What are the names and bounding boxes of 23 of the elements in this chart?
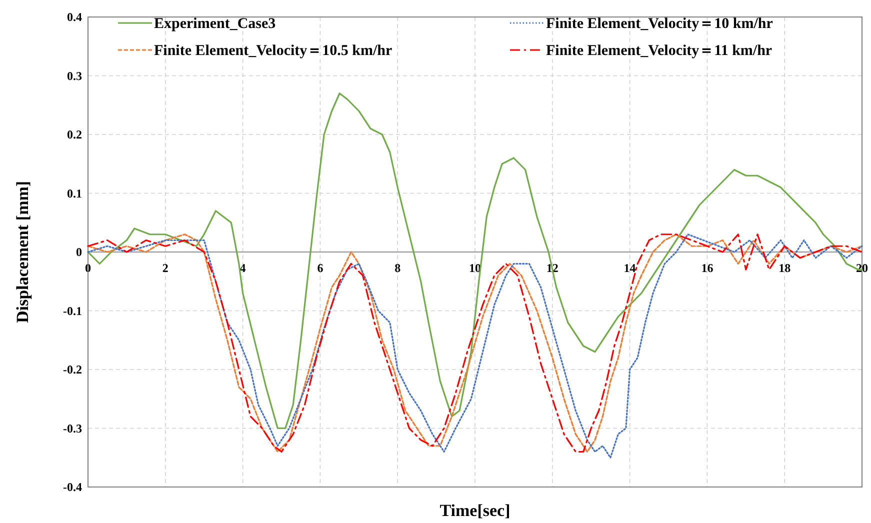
y-axis-title: Displacement [mm] [13,180,32,324]
x-tick-label: 6 [317,261,324,275]
x-tick-label: 14 [624,261,636,275]
legend-label: Finite Element_Velocity＝10.5 km/hr [154,43,393,59]
legend-label: Experiment_Case3 [154,16,276,32]
x-tick-label: 2 [162,261,168,275]
y-tick-label: -0.3 [63,421,82,436]
y-tick-label: 0 [76,245,82,259]
x-tick-label: 8 [394,261,401,275]
x-tick-label: 20 [856,261,868,275]
x-tick-label: 18 [778,261,791,275]
y-tick-label: -0.1 [63,304,82,318]
y-tick-label: 0.4 [67,10,82,24]
y-tick-label: 0.2 [67,128,82,142]
x-axis-title: Time[sec] [440,501,510,520]
legend-label: Finite Element_Velocity＝10 km/hr [546,16,774,32]
y-tick-label: -0.4 [63,480,82,494]
legend-label: Finite Element_Velocity＝11 km/hr [546,43,772,59]
y-tick-label: 0.3 [67,68,82,83]
y-tick-label: -0.2 [63,362,82,376]
x-tick-label: 16 [701,261,714,275]
x-tick-label: 4 [240,261,246,275]
y-tick-label: 0.1 [67,186,82,200]
